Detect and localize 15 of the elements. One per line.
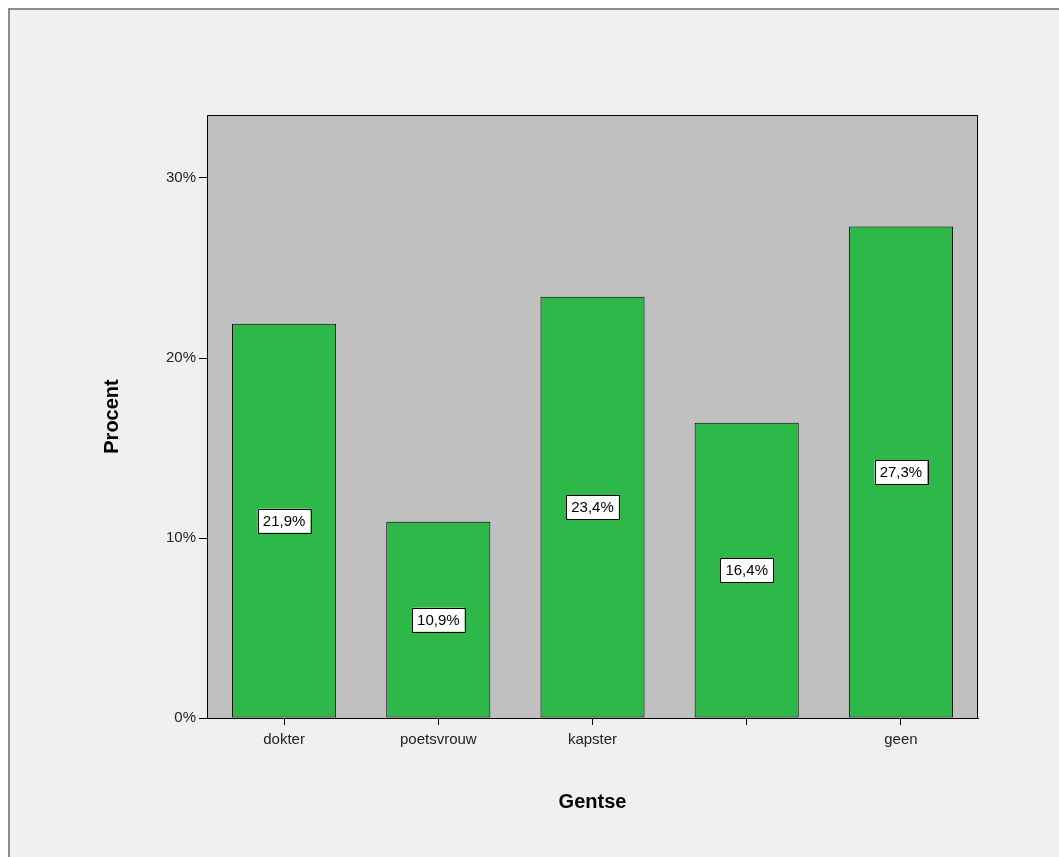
data-label: 27,3% [879,463,923,481]
y-tick-label: 20% [165,348,196,366]
x-axis-title: Gentse [558,789,627,812]
y-tick-label: 10% [165,528,196,546]
data-label: 21,9% [262,511,306,529]
x-tick-label: dokter [263,730,305,748]
x-tick-label: geen [884,730,918,748]
y-tick-label: 0% [174,708,196,726]
y-tick-label: 30% [165,168,196,186]
x-tick-label: kapster [567,730,618,748]
data-label: 10,9% [417,610,460,628]
data-label: 23,4% [571,498,614,516]
y-axis-title: Procent [99,378,122,454]
data-label: 16,4% [725,561,768,579]
x-tick-label: poetsvrouw [399,730,477,748]
